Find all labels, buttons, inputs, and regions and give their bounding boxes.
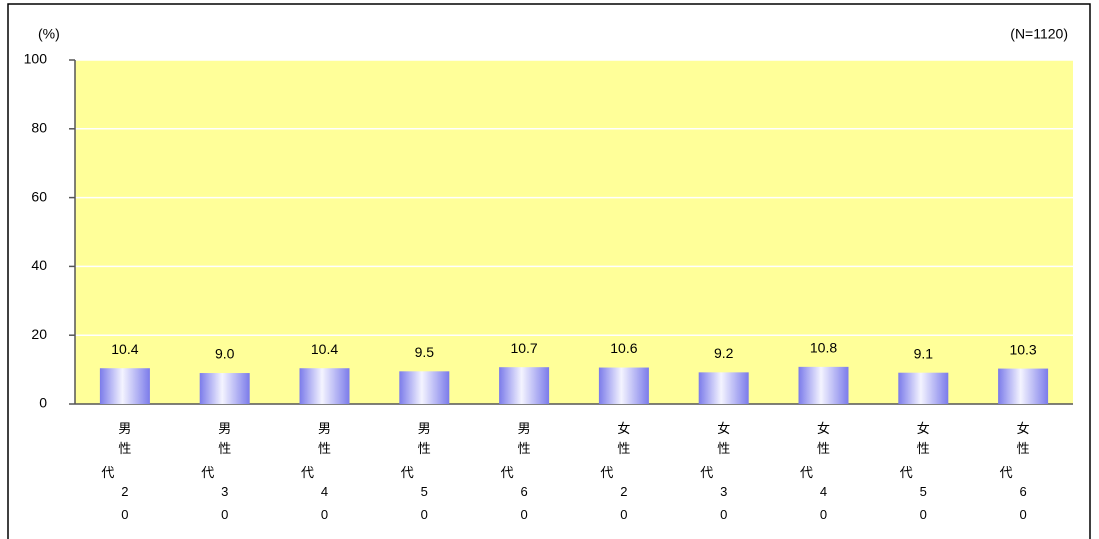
annotation: (N=1120): [1010, 26, 1068, 42]
x-tick-label: 女性代6 0: [1000, 421, 1030, 522]
value-label: 10.7: [510, 340, 537, 356]
value-label: 9.1: [914, 345, 934, 361]
value-label: 10.4: [311, 341, 338, 357]
value-label: 9.2: [714, 345, 734, 361]
y-tick-label: 60: [31, 188, 47, 204]
value-label: 10.4: [111, 341, 138, 357]
plot-area: [75, 60, 1073, 404]
y-tick-label: 20: [31, 326, 47, 342]
bar: [898, 372, 949, 404]
value-label: 10.6: [610, 340, 637, 356]
bar: [698, 372, 749, 404]
y-tick-label: 80: [31, 120, 47, 136]
bar: [99, 368, 150, 404]
x-tick-label: 男性代4 0: [301, 421, 331, 522]
y-tick-label: 100: [24, 51, 48, 67]
x-tick-label: 男性代5 0: [401, 421, 431, 522]
x-tick-label: 男性代3 0: [201, 421, 231, 522]
bar: [998, 368, 1049, 404]
value-label: 10.3: [1009, 341, 1036, 357]
value-label: 9.0: [215, 346, 235, 362]
y-tick-label: 0: [39, 395, 47, 411]
bar: [399, 371, 450, 404]
x-tick-label: 女性代3 0: [700, 421, 730, 522]
bar: [299, 368, 350, 404]
x-tick-label: 女性代5 0: [900, 421, 930, 522]
y-axis-label: (%): [38, 26, 60, 42]
x-tick-label: 男性代6 0: [501, 421, 531, 522]
x-tick-label: 女性代2 0: [600, 421, 630, 522]
y-tick-label: 40: [31, 257, 47, 273]
bar: [499, 367, 550, 404]
bar: [798, 366, 849, 404]
bar: [199, 373, 250, 404]
bar: [598, 367, 649, 404]
x-tick-label: 男性代2 0: [101, 421, 131, 522]
frame: [7, 3, 1091, 539]
value-label: 10.8: [810, 340, 837, 356]
value-label: 9.5: [415, 344, 435, 360]
x-tick-label: 女性代4 0: [800, 421, 830, 522]
